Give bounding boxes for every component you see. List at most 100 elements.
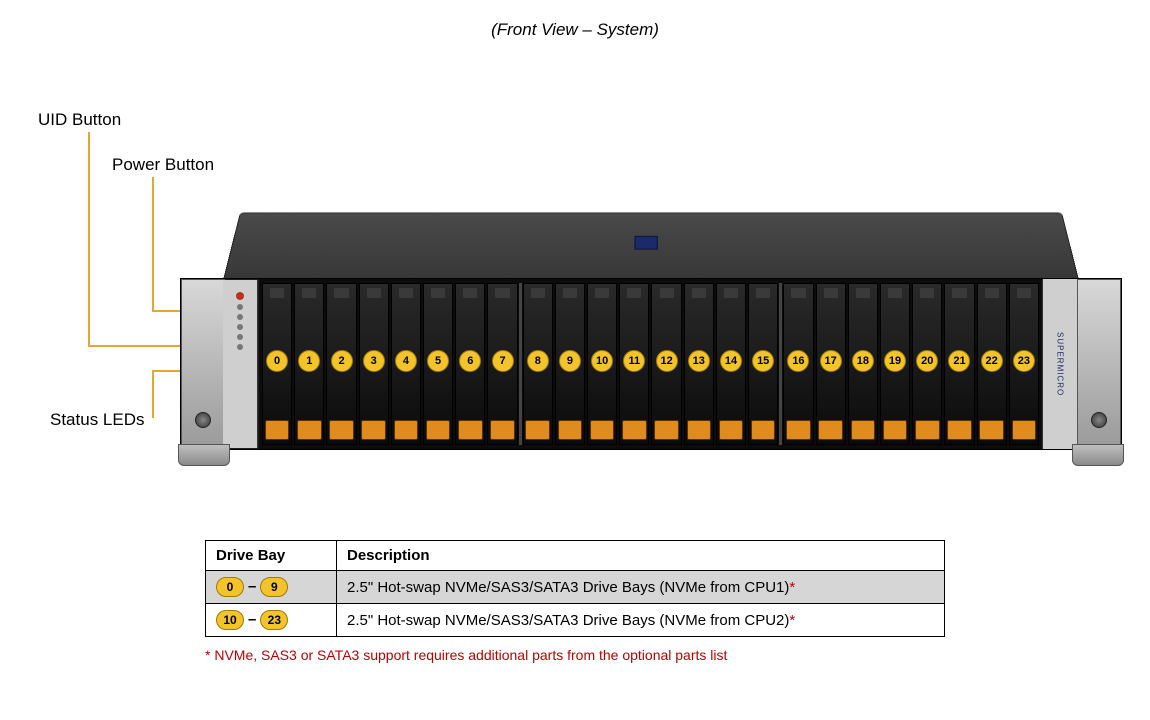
callout-uid-label: UID Button [38, 110, 121, 130]
drive-bay-latch [687, 420, 712, 440]
drive-bay-number: 18 [852, 350, 874, 372]
callout-leds-label: Status LEDs [50, 410, 145, 430]
drive-bay-number: 6 [459, 350, 481, 372]
lock-icon [195, 412, 211, 428]
rack-ear-left [181, 279, 225, 449]
lock-icon [1091, 412, 1107, 428]
drive-bay: 7 [487, 283, 517, 445]
description-cell: 2.5" Hot-swap NVMe/SAS3/SATA3 Drive Bays… [337, 604, 945, 637]
drive-bay-latch [979, 420, 1004, 440]
drive-bay: 19 [880, 283, 910, 445]
callout-line [88, 132, 90, 345]
drive-bay-number: 8 [527, 350, 549, 372]
drive-bay-area: 01234567891011121314151617181920212223 [259, 279, 1042, 449]
drive-bay: 8 [523, 283, 553, 445]
status-led-icon [237, 344, 243, 350]
drive-bay: 10 [587, 283, 617, 445]
control-panel [223, 280, 258, 448]
drive-bay-number: 4 [395, 350, 417, 372]
figure-title: (Front View – System) [20, 20, 1130, 40]
drive-bay-latch [719, 420, 744, 440]
drive-bay-number: 14 [720, 350, 742, 372]
status-led-icon [237, 334, 243, 340]
callout-power-label: Power Button [112, 155, 214, 175]
table-header: Description [337, 541, 945, 571]
drive-bay: 20 [912, 283, 942, 445]
drive-bay-latch [297, 420, 322, 440]
drive-bay: 15 [748, 283, 778, 445]
drive-bay-latch [915, 420, 940, 440]
drive-bay-latch [818, 420, 843, 440]
drive-bay-number: 22 [981, 350, 1003, 372]
drive-bay-number: 13 [688, 350, 710, 372]
drive-bay: 21 [944, 283, 974, 445]
drive-bay-latch [751, 420, 776, 440]
drive-bay: 2 [326, 283, 356, 445]
drive-bay: 3 [359, 283, 389, 445]
drive-bay: 22 [977, 283, 1007, 445]
drive-bay-group: 1617181920212223 [782, 283, 1040, 445]
drive-bay-latch [490, 420, 515, 440]
table-row: 10–232.5" Hot-swap NVMe/SAS3/SATA3 Drive… [206, 604, 945, 637]
drive-bay-number: 1 [298, 350, 320, 372]
drive-bay-latch [458, 420, 483, 440]
drive-bay-number: 20 [916, 350, 938, 372]
callout-line [152, 370, 154, 418]
drive-bay: 1 [294, 283, 324, 445]
drive-bay-latch [329, 420, 354, 440]
drive-bay-latch [394, 420, 419, 440]
bay-range-cell: 0–9 [206, 571, 337, 604]
drive-bay-latch [1012, 420, 1037, 440]
drive-bay: 11 [619, 283, 649, 445]
chassis-front-face: 01234567891011121314151617181920212223 S… [180, 278, 1122, 450]
drive-bay-number: 21 [948, 350, 970, 372]
drive-bay-number: 5 [427, 350, 449, 372]
drive-bay-number: 11 [623, 350, 645, 372]
drive-bay-number: 2 [331, 350, 353, 372]
drive-bay-latch [525, 420, 550, 440]
drive-bay-table: Drive Bay Description 0–92.5" Hot-swap N… [205, 540, 945, 637]
table-row: 0–92.5" Hot-swap NVMe/SAS3/SATA3 Drive B… [206, 571, 945, 604]
drive-bay-number: 23 [1013, 350, 1035, 372]
drive-bay-number: 0 [266, 350, 288, 372]
drive-bay: 14 [716, 283, 746, 445]
drive-bay: 13 [684, 283, 714, 445]
drive-bay: 12 [651, 283, 681, 445]
drive-bay-number: 19 [884, 350, 906, 372]
drive-bay-latch [786, 420, 811, 440]
description-cell: 2.5" Hot-swap NVMe/SAS3/SATA3 Drive Bays… [337, 571, 945, 604]
callout-line [152, 177, 154, 310]
drive-bay-number: 10 [591, 350, 613, 372]
table-header: Drive Bay [206, 541, 337, 571]
chassis-foot [1072, 444, 1124, 466]
drive-bay-latch [361, 420, 386, 440]
drive-bay-number: 9 [559, 350, 581, 372]
drive-bay: 23 [1009, 283, 1039, 445]
drive-bay-latch [883, 420, 908, 440]
drive-bay-latch [622, 420, 647, 440]
drive-bay-group: 89 10 11 12 13 14 15 [522, 283, 783, 445]
bay-pill: 0 [216, 577, 244, 597]
drive-bay-latch [558, 420, 583, 440]
uid-button-icon [237, 304, 243, 310]
bay-pill: 10 [216, 610, 244, 630]
drive-bay: 5 [423, 283, 453, 445]
drive-bay-latch [265, 420, 290, 440]
brand-panel: SUPERMICRO [1042, 279, 1077, 449]
drive-bay-latch [654, 420, 679, 440]
power-button-icon [236, 292, 244, 300]
bay-range-cell: 10–23 [206, 604, 337, 637]
drive-bay-latch [590, 420, 615, 440]
footnote: * NVMe, SAS3 or SATA3 support requires a… [205, 647, 945, 663]
drive-bay-number: 12 [656, 350, 678, 372]
drive-bay-group: 01234567 [261, 283, 522, 445]
drive-bay: 9 [555, 283, 585, 445]
server-chassis: 01234567891011121314151617181920212223 S… [180, 200, 1120, 480]
drive-bay: 18 [848, 283, 878, 445]
bay-pill: 23 [260, 610, 288, 630]
drive-bay-number: 16 [787, 350, 809, 372]
front-view-diagram: UID Button Power Button Status LEDs [20, 60, 1130, 480]
drive-bay-number: 7 [492, 350, 514, 372]
drive-bay: 0 [262, 283, 292, 445]
drive-bay: 6 [455, 283, 485, 445]
